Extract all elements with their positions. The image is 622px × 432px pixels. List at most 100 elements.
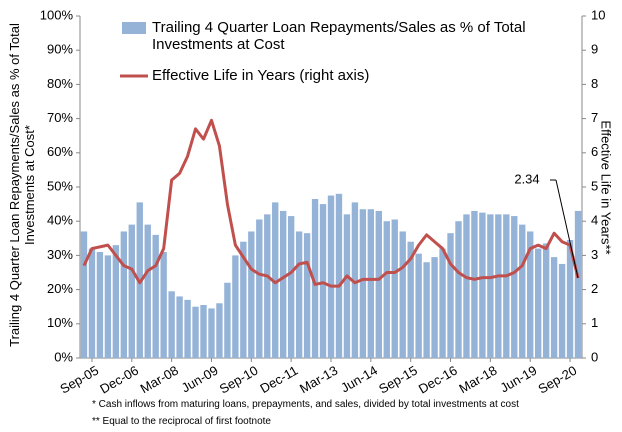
bar	[232, 255, 239, 358]
bar	[471, 210, 478, 358]
bar	[391, 219, 398, 358]
bar	[431, 257, 438, 358]
bar	[503, 214, 510, 358]
y2-tick-label: 7	[591, 110, 598, 125]
y2-tick-label: 9	[591, 42, 598, 57]
legend-label: Trailing 4 Quarter Loan Repayments/Sales…	[152, 19, 526, 53]
bar	[256, 219, 263, 358]
bar	[311, 198, 319, 358]
bar	[439, 248, 446, 358]
x-tick-label: Dec-11	[257, 363, 300, 396]
bar	[120, 231, 128, 358]
bar	[88, 248, 96, 358]
bar	[176, 296, 183, 358]
y-tick-label: 30%	[47, 247, 73, 262]
y2-tick-label: 3	[591, 247, 598, 262]
footnote: ** Equal to the reciprocal of first foot…	[92, 416, 271, 427]
bar	[534, 248, 542, 358]
legend-label: Effective Life in Years (right axis)	[152, 67, 370, 84]
bar	[527, 231, 534, 358]
bar	[295, 231, 303, 358]
bar	[184, 299, 191, 358]
y-tick-label: 20%	[47, 281, 73, 296]
bar	[319, 204, 327, 358]
annotation: 2.34	[514, 171, 539, 186]
y2-tick-label: 5	[591, 178, 598, 193]
legend-swatch	[122, 22, 146, 34]
bar	[359, 209, 367, 358]
bar	[192, 306, 199, 358]
line	[82, 118, 580, 288]
bar	[455, 221, 462, 358]
bar	[280, 210, 287, 358]
bar	[343, 214, 351, 358]
x-tick-label: Mar-13	[297, 363, 340, 397]
x-tick-label: Dec-06	[97, 363, 141, 397]
x-tick-label: Jun-19	[498, 363, 540, 396]
x-tick-label: Mar-08	[138, 363, 181, 397]
bar	[487, 214, 494, 358]
y2-tick-label: 0	[591, 349, 598, 364]
bar	[447, 233, 454, 358]
bar	[423, 262, 430, 358]
bar	[327, 195, 335, 358]
bar	[248, 231, 255, 358]
y-tick-label: 100%	[40, 7, 74, 22]
y-tick-label: 80%	[47, 76, 73, 91]
x-tick-label: Sep-15	[376, 363, 420, 397]
x-tick-label: Jun-14	[338, 363, 380, 396]
bar	[399, 231, 406, 358]
bar	[152, 234, 159, 358]
bar	[519, 224, 526, 358]
bar	[375, 210, 382, 358]
bar	[216, 303, 223, 358]
bar	[335, 193, 343, 358]
footnote: * Cash inflows from maturing loans, prep…	[92, 399, 519, 410]
bar	[112, 245, 120, 358]
bar	[463, 214, 470, 358]
bar	[144, 224, 151, 358]
x-tick-label: Jun-09	[179, 363, 221, 396]
bar	[168, 291, 175, 358]
y-tick-label: 10%	[47, 315, 73, 330]
y2-axis-title: Effective Life in Years**	[598, 120, 614, 255]
x-tick-label: Dec-16	[416, 363, 460, 397]
bar	[240, 241, 247, 358]
y2-tick-label: 8	[591, 76, 598, 91]
y-tick-label: 70%	[47, 110, 73, 125]
x-tick-label: Sep-10	[217, 363, 261, 397]
bar	[550, 257, 558, 358]
x-tick-label: Mar-18	[456, 363, 499, 397]
bar	[566, 240, 574, 358]
y-tick-label: 0%	[54, 349, 73, 364]
bar	[367, 209, 375, 358]
bar	[272, 202, 279, 358]
bar	[511, 216, 518, 358]
y-tick-label: 90%	[47, 42, 73, 57]
bar	[208, 308, 215, 358]
y2-tick-label: 10	[591, 7, 605, 22]
bar	[479, 212, 486, 358]
bar	[558, 263, 566, 358]
bar	[351, 202, 359, 358]
bar	[574, 210, 582, 358]
bar	[287, 216, 295, 358]
bar	[96, 251, 104, 358]
bar	[264, 214, 271, 358]
bar	[542, 243, 550, 358]
bar	[160, 251, 167, 358]
bar	[200, 304, 207, 358]
x-tick-label: Sep-20	[535, 363, 579, 397]
y-axis-title: Trailing 4 Quarter Loan Repayments/Sales…	[7, 23, 37, 347]
bar	[128, 224, 135, 358]
y-tick-label: 40%	[47, 213, 73, 228]
bar	[303, 233, 311, 358]
bar	[415, 253, 422, 358]
y2-tick-label: 2	[591, 281, 598, 296]
bar	[80, 231, 88, 358]
y-tick-label: 60%	[47, 144, 73, 159]
bar	[224, 282, 231, 358]
annotation-leader	[555, 179, 579, 279]
